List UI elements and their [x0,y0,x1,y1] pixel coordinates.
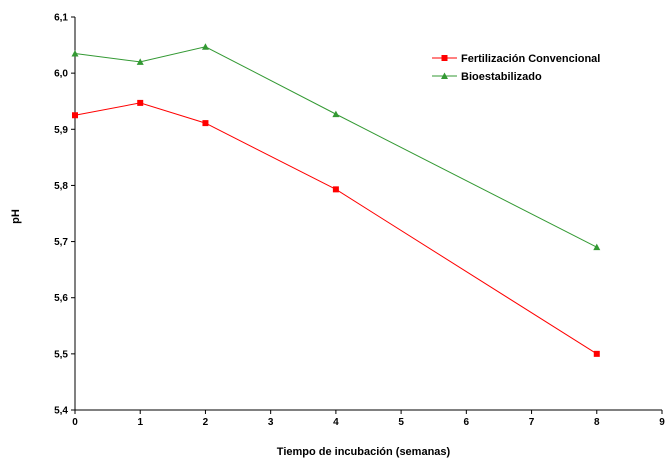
data-point-square [137,99,144,106]
legend-marker-square [441,55,448,61]
x-tick-label: 9 [659,417,665,428]
y-tick-label: 5,4 [54,406,68,417]
data-point-square [332,186,339,193]
y-tick-label: 5,7 [54,237,68,248]
data-point-square [72,112,78,119]
series-bioestabilizado [71,43,601,251]
data-point-square [202,120,209,127]
x-tick-label: 2 [203,417,209,428]
x-tick-label: 7 [529,417,535,428]
x-tick-label: 0 [72,417,78,428]
series-line-fertilizacion-convencional [74,102,598,355]
x-tick-label: 6 [464,417,470,428]
x-tick-label: 1 [137,417,143,428]
x-tick-label: 4 [333,417,339,428]
legend-box [428,48,628,88]
y-axis-ticks: 5,4 5,5 5,6 5,7 5,8 5,9 6,0 6,1 [54,13,75,417]
data-point-triangle [593,243,601,251]
legend-marker-triangle [441,72,448,79]
y-tick-label: 5,9 [54,125,68,136]
x-tick-label: 5 [398,417,404,428]
y-tick-label: 6,0 [54,69,68,80]
y-tick-label: 6,1 [54,13,68,24]
x-tick-label: 3 [268,417,274,428]
x-axis-ticks: 0 1 2 3 4 5 6 7 8 9 [72,410,665,428]
legend-item-fertilizacion-convencional: Fertilización Convencional [432,53,600,65]
legend-item-bioestabilizado: Bioestabilizado [432,71,542,83]
data-point-triangle [201,43,209,50]
data-point-triangle [136,58,144,65]
y-axis-title: pH [10,209,22,224]
legend-label-fertilizacion-convencional: Fertilización Convencional [461,53,600,65]
y-tick-label: 5,8 [54,181,68,192]
x-axis-title: Tiempo de incubación (semanas) [277,446,451,458]
y-tick-label: 5,5 [54,349,68,360]
data-point-square [593,350,600,357]
series-fertilizacion-convencional [72,99,600,357]
y-tick-label: 5,6 [54,293,68,304]
x-tick-label: 8 [594,417,600,428]
legend: Fertilización Convencional Bioestabiliza… [428,48,628,88]
data-point-triangle [332,110,340,118]
legend-label-bioestabilizado: Bioestabilizado [461,71,542,83]
data-point-triangle [71,49,79,57]
series-layer [71,43,601,357]
